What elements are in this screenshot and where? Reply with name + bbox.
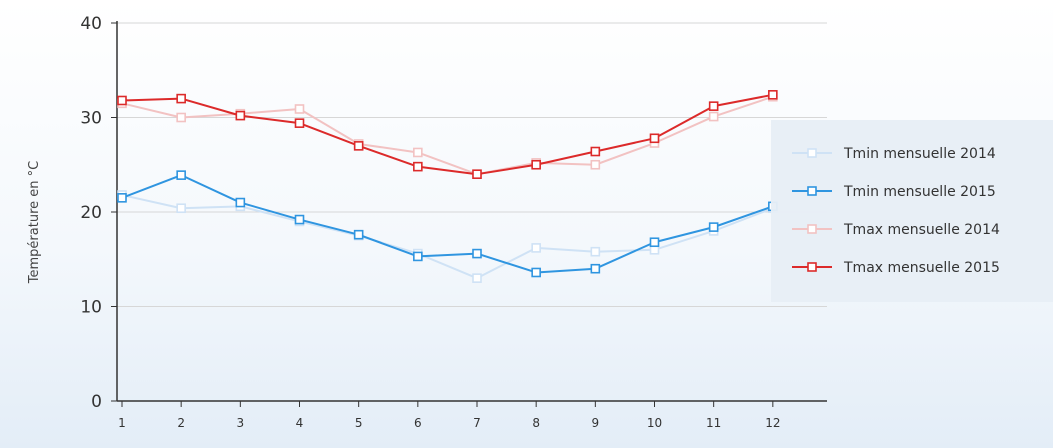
legend-label: Tmax mensuelle 2015 (843, 260, 1000, 276)
series-lines (117, 90, 778, 283)
x-tick-label: 12 (765, 416, 780, 430)
data-point (353, 229, 364, 240)
data-point (649, 133, 660, 144)
gridlines (117, 22, 827, 307)
data-point (472, 273, 482, 283)
legend-label: Tmin mensuelle 2015 (843, 184, 996, 200)
data-point (531, 267, 541, 278)
legend-item-tmax-mensuelle-2014: Tmax mensuelle 2014 (792, 222, 1000, 238)
x-tick-label: 9 (592, 416, 600, 430)
x-tick-label: 1 (118, 416, 126, 430)
data-point (590, 146, 601, 157)
x-tick-label: 11 (706, 416, 721, 430)
x-tick-label: 7 (473, 416, 481, 430)
data-point (590, 246, 601, 257)
data-point (708, 111, 719, 122)
y-tick-label: 10 (80, 298, 102, 318)
data-point (235, 110, 246, 121)
data-point (176, 112, 186, 123)
series-line (121, 93, 774, 176)
data-point (294, 214, 305, 225)
data-point (176, 203, 186, 214)
data-point (353, 141, 364, 151)
data-point (531, 243, 541, 253)
data-point (768, 90, 778, 100)
data-point (176, 93, 186, 104)
x-tick-label: 3 (237, 416, 245, 430)
data-point (235, 197, 246, 208)
x-tick-label: 10 (647, 416, 662, 430)
data-point (294, 118, 305, 128)
legend-label: Tmin mensuelle 2014 (843, 146, 996, 162)
legend-swatch-marker (807, 224, 817, 234)
y-tick-label: 30 (80, 109, 102, 129)
x-tick-label: 4 (296, 416, 304, 430)
x-tick-label: 5 (355, 416, 363, 430)
series-line (121, 174, 774, 274)
y-tick-label: 0 (91, 392, 102, 412)
data-point (531, 159, 541, 170)
data-point (649, 237, 660, 248)
x-tick-label: 8 (532, 416, 540, 430)
legend-label: Tmax mensuelle 2014 (843, 222, 1000, 238)
data-point (708, 101, 719, 111)
legend-swatch-marker (807, 148, 817, 158)
legend-item-tmax-mensuelle-2015: Tmax mensuelle 2015 (792, 260, 1000, 276)
axes (111, 21, 827, 407)
x-tick-label: 2 (177, 416, 185, 430)
data-point (413, 251, 423, 262)
y-axis-label: Température en °C (27, 161, 42, 284)
series-line (121, 95, 774, 176)
series-line (121, 194, 774, 280)
data-point (590, 159, 601, 170)
legend-swatch-marker (807, 262, 817, 272)
x-tick-label: 6 (414, 416, 422, 430)
data-point (472, 169, 482, 179)
y-tick-label: 40 (80, 14, 102, 34)
legend-swatch-marker (807, 186, 817, 196)
data-point (413, 147, 423, 158)
legend-item-tmin-mensuelle-2015: Tmin mensuelle 2015 (792, 184, 996, 200)
series-tmax-mensuelle-2015 (117, 90, 778, 179)
legend: Tmin mensuelle 2014 Tmin mensuelle 2015 Tm… (771, 120, 1053, 302)
data-point (117, 95, 127, 106)
y-tick-label: 20 (80, 203, 102, 223)
series-tmin-mensuelle-2015 (117, 170, 778, 278)
data-point (708, 222, 719, 232)
legend-background (771, 120, 1053, 302)
data-point (294, 104, 305, 114)
data-point (590, 263, 601, 274)
legend-item-tmin-mensuelle-2014: Tmin mensuelle 2014 (792, 146, 996, 162)
data-point (117, 193, 127, 203)
data-point (176, 170, 186, 180)
data-point (472, 248, 482, 259)
data-point (413, 161, 423, 172)
